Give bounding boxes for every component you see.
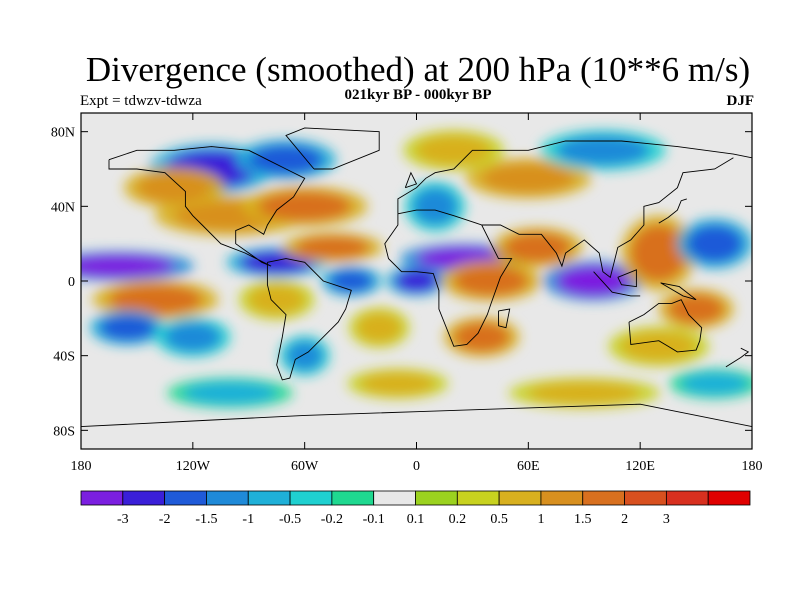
field-blob bbox=[556, 266, 631, 296]
divergence-field bbox=[81, 130, 752, 409]
colorbar-swatch bbox=[289, 490, 333, 506]
coastline bbox=[481, 157, 734, 279]
field-blob bbox=[286, 340, 324, 371]
field-blob bbox=[686, 225, 743, 263]
colorbar-label: 1.5 bbox=[574, 512, 592, 527]
colorbar-swatch bbox=[582, 490, 625, 506]
colorbar-swatch bbox=[707, 490, 751, 506]
lon-tick-label: 60W bbox=[291, 459, 319, 474]
colorbar-swatch bbox=[665, 490, 709, 506]
field-blob bbox=[528, 381, 641, 405]
colorbar-swatch bbox=[164, 490, 207, 506]
coastline bbox=[725, 347, 750, 368]
coastline bbox=[628, 299, 703, 353]
lon-tick-label: 180 bbox=[742, 459, 763, 474]
colorbar-label: 3 bbox=[663, 512, 670, 527]
colorbar-swatch bbox=[624, 490, 667, 506]
field-blob bbox=[328, 269, 374, 293]
colorbar-label: -1 bbox=[242, 512, 254, 527]
lon-tick-label: 0 bbox=[413, 459, 420, 474]
field-blob bbox=[360, 372, 436, 395]
lat-tick-label: 80N bbox=[51, 126, 75, 141]
field-blob bbox=[621, 331, 697, 362]
coastline bbox=[81, 403, 752, 428]
field-blob bbox=[248, 144, 324, 175]
latitude-axis: 80N 40N 0 40S 80S bbox=[51, 126, 752, 439]
page-title: Divergence (smoothed) at 200 hPa (10**6 … bbox=[85, 50, 751, 89]
field-blob bbox=[183, 381, 277, 405]
field-blob bbox=[504, 232, 572, 263]
colorbar-swatch bbox=[331, 490, 375, 506]
longitude-axis: 180 120W 60W 0 60E 120E 180 bbox=[71, 113, 763, 474]
lat-tick-label: 40N bbox=[51, 200, 75, 215]
coastline bbox=[660, 282, 697, 301]
lon-tick-label: 120E bbox=[625, 459, 655, 474]
coastline bbox=[404, 171, 418, 189]
coastline bbox=[108, 146, 306, 267]
colorbar-label: 1 bbox=[537, 512, 544, 527]
colorbar-label: -0.2 bbox=[321, 512, 343, 527]
colorbar-label: -1.5 bbox=[195, 512, 217, 527]
coastline bbox=[384, 209, 513, 347]
colorbar-label: 0.1 bbox=[407, 512, 425, 527]
field-blob bbox=[258, 191, 352, 222]
colorbar-swatch bbox=[456, 490, 500, 506]
coastline bbox=[285, 127, 380, 170]
coastline bbox=[617, 269, 637, 288]
colorbar-label: -0.5 bbox=[279, 512, 301, 527]
field-blob bbox=[394, 269, 439, 293]
lat-tick-label: 0 bbox=[68, 275, 75, 290]
coastline bbox=[658, 198, 687, 224]
coastline bbox=[266, 258, 352, 381]
lon-tick-label: 60E bbox=[517, 459, 540, 474]
colorbar-swatch bbox=[247, 490, 291, 506]
field-blob bbox=[136, 172, 212, 203]
lon-tick-label: 180 bbox=[71, 459, 92, 474]
field-blob bbox=[556, 135, 650, 166]
field-blob bbox=[295, 236, 370, 259]
field-blob bbox=[681, 372, 749, 395]
lat-tick-label: 80S bbox=[53, 424, 75, 439]
coastlines bbox=[81, 127, 752, 428]
colorbar-label: -3 bbox=[117, 512, 129, 527]
field-blob bbox=[99, 314, 156, 341]
page-subtitle: 021kyr BP - 000kyr BP bbox=[344, 87, 492, 103]
experiment-label: Expt = tdwzv-tdwza bbox=[80, 93, 202, 109]
colorbar-swatch bbox=[206, 490, 249, 506]
field-blob bbox=[412, 187, 458, 225]
field-blob bbox=[356, 312, 402, 343]
colorbar-label: 0.2 bbox=[449, 512, 467, 527]
coastline bbox=[397, 140, 752, 214]
coastline bbox=[593, 271, 641, 297]
colorbar-swatch bbox=[373, 490, 416, 506]
colorbar-swatch bbox=[498, 490, 542, 506]
field-blob bbox=[630, 225, 687, 281]
coastline bbox=[498, 308, 511, 329]
field-blob bbox=[453, 322, 510, 352]
colorbar-swatch bbox=[415, 490, 458, 506]
colorbar-swatch bbox=[540, 490, 584, 506]
season-label: DJF bbox=[726, 93, 755, 109]
field-blob bbox=[81, 254, 175, 278]
field-blob bbox=[108, 284, 203, 315]
colorbar-label: -2 bbox=[159, 512, 171, 527]
colorbar: -3 -2 -1.5 -1 -0.5 -0.2 -0.1 0.1 0.2 0.5 1 1.5 2 3 bbox=[80, 490, 751, 527]
field-blob bbox=[416, 135, 492, 166]
colorbar-label: -0.1 bbox=[363, 512, 385, 527]
colorbar-swatch bbox=[122, 490, 166, 506]
field-blob bbox=[668, 294, 725, 324]
lat-tick-label: 40S bbox=[53, 350, 75, 365]
colorbar-label: 0.5 bbox=[490, 512, 508, 527]
colorbar-label: 2 bbox=[621, 512, 628, 527]
colorbar-swatch bbox=[80, 490, 124, 506]
field-blob bbox=[164, 322, 221, 352]
field-blob bbox=[248, 284, 305, 315]
lon-tick-label: 120W bbox=[176, 459, 211, 474]
field-blob bbox=[453, 266, 529, 296]
field-blob bbox=[481, 163, 575, 194]
